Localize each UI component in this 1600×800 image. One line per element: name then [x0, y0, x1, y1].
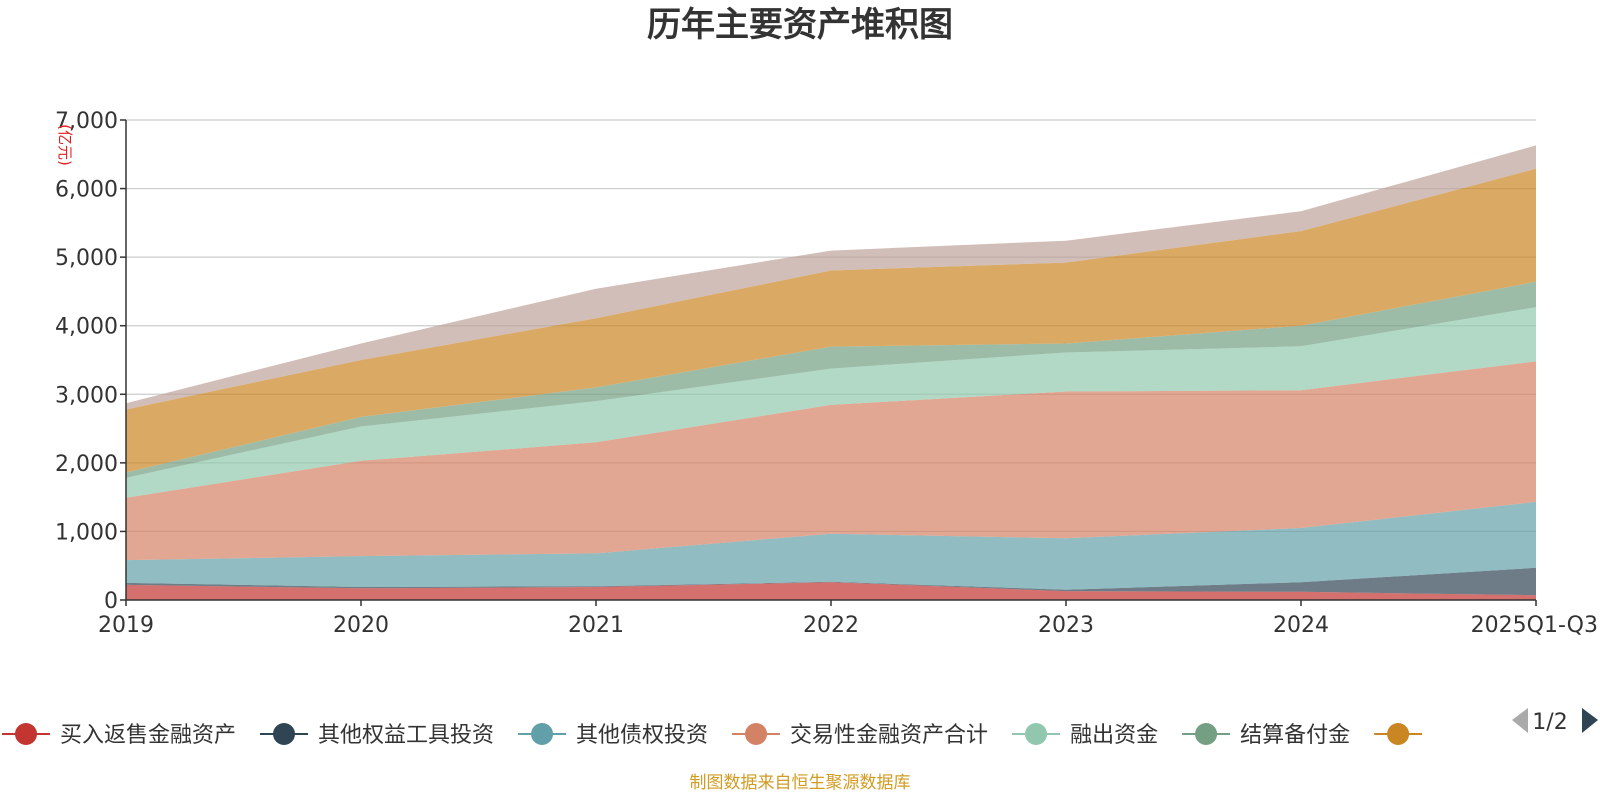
y-tick-label: 2,000 [55, 452, 118, 477]
legend-item-交易性金融资产合计[interactable]: 交易性金融资产合计 [732, 723, 988, 748]
legend-marker [1387, 723, 1410, 745]
legend-item-其他权益工具投资[interactable]: 其他权益工具投资 [260, 723, 494, 748]
legend-marker [15, 723, 37, 745]
y-tick-label: 0 [104, 589, 118, 614]
legend-label: 融出资金 [1070, 723, 1158, 748]
legend-item-结算备付金[interactable]: 结算备付金 [1182, 723, 1350, 748]
x-tick-label: 2021 [568, 613, 624, 638]
area-series-货币资金 [126, 168, 1536, 473]
y-tick-label: 5,000 [55, 246, 118, 271]
x-tick-label: 2024 [1273, 613, 1329, 638]
legend-label: 买入返售金融资产 [60, 723, 236, 748]
y-tick-label: 4,000 [55, 315, 118, 340]
y-tick-label: 3,000 [55, 383, 118, 408]
legend-item-融出资金[interactable]: 融出资金 [1012, 723, 1158, 748]
chart-title: 历年主要资产堆积图 [647, 5, 953, 45]
legend-label: 其他权益工具投资 [318, 723, 494, 748]
legend-prev-page-icon[interactable] [1512, 708, 1528, 733]
area-series-其他债权投资 [126, 501, 1536, 590]
y-tick-label: 1,000 [55, 520, 118, 545]
y-tick-label: 6,000 [55, 178, 118, 203]
area-series-其他权益工具投资 [126, 567, 1536, 596]
legend-page-indicator: 1/2 [1532, 710, 1567, 735]
legend-item-货币资金[interactable] [1374, 723, 1423, 745]
legend-label: 交易性金融资产合计 [790, 723, 988, 748]
legend-marker [1025, 723, 1048, 745]
y-axis-ticks: 0 1,000 2,000 3,000 4,000 5,000 6,000 7,000 [55, 109, 126, 614]
area-series-交易性金融资产合计 [126, 361, 1536, 561]
x-tick-label: 2022 [803, 613, 859, 638]
legend-marker [531, 723, 554, 745]
area-series-融出资金 [126, 307, 1536, 498]
y-tick-label: 7,000 [55, 109, 118, 134]
legend-marker [1195, 723, 1218, 745]
legend-item-其他债权投资[interactable]: 其他债权投资 [518, 723, 708, 748]
x-tick-label: 2025Q1-Q3 [1471, 613, 1598, 638]
legend-marker [273, 723, 296, 745]
x-tick-label: 2020 [333, 613, 389, 638]
legend-label: 其他债权投资 [576, 723, 708, 748]
x-tick-label: 2023 [1038, 613, 1094, 638]
area-series-group [126, 145, 1536, 600]
source-note: 制图数据来自恒生聚源数据库 [690, 773, 911, 793]
legend-item-买入返售金融资产[interactable]: 买入返售金融资产 [2, 723, 236, 748]
x-tick-label: 2019 [98, 613, 154, 638]
legend-pager: 1/2 [1512, 708, 1598, 735]
y-axis-unit-label: (亿元) [56, 124, 74, 166]
legend-marker [745, 723, 768, 745]
legend-label: 结算备付金 [1240, 723, 1350, 748]
legend: 买入返售金融资产 其他权益工具投资 其他债权投资 交易性金融资产合计 融出资金 结算备付金 [2, 723, 1423, 748]
legend-next-page-icon[interactable] [1582, 708, 1598, 733]
x-axis-ticks: 2019 2020 2021 2022 2023 2024 2025Q1-Q3 [98, 600, 1598, 638]
area-series-买入返售金融资产 [126, 582, 1536, 600]
